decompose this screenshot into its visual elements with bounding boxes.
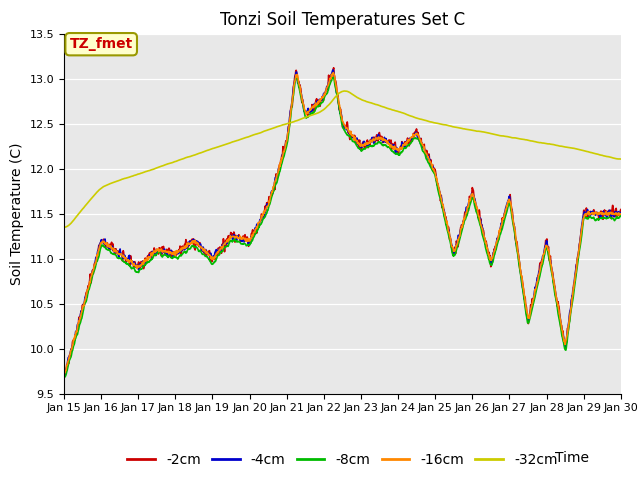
Y-axis label: Soil Temperature (C): Soil Temperature (C): [10, 143, 24, 285]
Title: Tonzi Soil Temperatures Set C: Tonzi Soil Temperatures Set C: [220, 11, 465, 29]
Legend: -2cm, -4cm, -8cm, -16cm, -32cm: -2cm, -4cm, -8cm, -16cm, -32cm: [122, 447, 563, 472]
Text: TZ_fmet: TZ_fmet: [70, 37, 133, 51]
Text: Time: Time: [555, 451, 589, 465]
